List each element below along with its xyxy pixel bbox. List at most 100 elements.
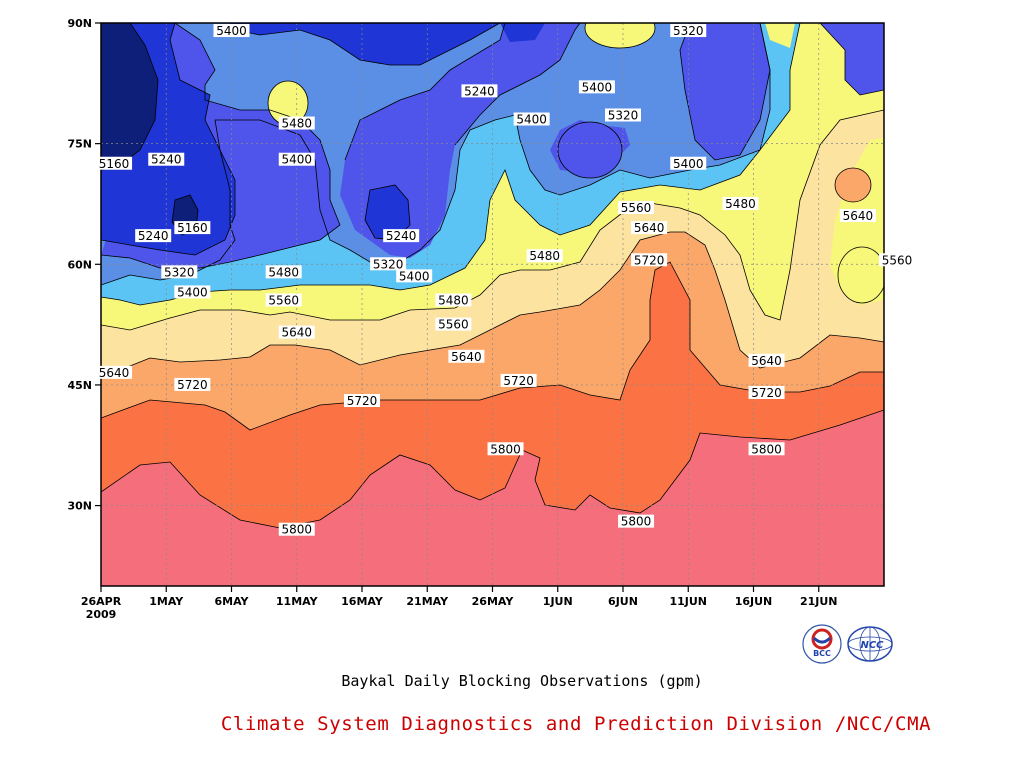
- x-tick-label: 26MAY: [472, 595, 515, 608]
- contour-label-box: [879, 253, 916, 267]
- contour-label-text: 5400: [399, 269, 430, 283]
- x-tick-label: 21MAY: [406, 595, 449, 608]
- contour-label-box: [265, 265, 302, 279]
- contour-label-text: 5320: [608, 108, 639, 122]
- contour-label: 5640: [278, 325, 315, 340]
- contour-label: 5720: [174, 377, 211, 392]
- contour-label-text: 5400: [516, 113, 547, 127]
- credit-line: Climate System Diagnostics and Predictio…: [220, 713, 932, 735]
- contour-label-box: [839, 209, 876, 223]
- contour-label-box: [174, 285, 211, 299]
- contour-label: 5240: [461, 84, 498, 98]
- contour-label-text: 5480: [268, 265, 299, 279]
- contour-label: 5480: [526, 249, 563, 263]
- contour-label-text: 5240: [138, 229, 169, 243]
- contour-label: 5320: [161, 265, 198, 279]
- contour-label-box: [278, 522, 315, 536]
- contour-label-box: [722, 196, 759, 210]
- contour-label-text: 5400: [177, 285, 208, 299]
- contour-label-text: 5800: [621, 515, 652, 529]
- contour-label-box: [370, 257, 407, 271]
- contour-label-text: 5240: [464, 84, 495, 98]
- contour-label-box: [174, 221, 211, 235]
- contour-label-box: [500, 373, 537, 387]
- contour-label-text: 5560: [438, 318, 469, 332]
- contour-label: 5480: [722, 196, 759, 211]
- x-tick-label: 21JUN: [800, 595, 838, 608]
- contour-label-box: [96, 365, 133, 379]
- contour-label-box: [748, 353, 785, 367]
- contour-label: 5720: [500, 373, 537, 388]
- x-tick-label: 26APR: [81, 595, 122, 608]
- contour-label: 5640: [748, 353, 785, 368]
- contour-label: 5720: [344, 394, 380, 408]
- contour-label: 5400: [670, 156, 707, 171]
- bcc-logo: BCC: [800, 622, 844, 666]
- high-5480-top-cell: [584, 23, 656, 49]
- contour-label-box: [278, 116, 315, 130]
- contour-label-box: [135, 229, 172, 243]
- contour-label: 5320: [370, 257, 407, 271]
- contour-label-box: [461, 84, 498, 98]
- contour-label-text: 5640: [281, 326, 312, 340]
- contour-label-box: [631, 221, 668, 235]
- contour-label: 5400: [513, 112, 550, 127]
- contour-label-box: [448, 349, 485, 363]
- contour-label-text: 5320: [373, 257, 404, 271]
- high-5560-cell: [837, 246, 884, 304]
- y-tick-label: 75N: [67, 138, 92, 151]
- bcc-logo-text: BCC: [813, 649, 831, 658]
- contour-label-text: 5640: [843, 209, 874, 223]
- x-tick-label: 2009: [86, 608, 117, 621]
- contour-label: 5560: [618, 200, 655, 215]
- contour-label-text: 5640: [451, 350, 482, 364]
- chart-caption: Baykal Daily Blocking Observations (gpm): [341, 672, 703, 690]
- contour-label-text: 5800: [281, 523, 312, 537]
- contour-label-text: 5400: [673, 157, 704, 171]
- band-5160-5240: [101, 23, 545, 255]
- contour-label-box: [513, 112, 550, 126]
- contour-label: 5560: [265, 293, 302, 307]
- x-tick-label: 16MAY: [341, 595, 384, 608]
- contour-label: 5560: [879, 253, 916, 267]
- contour-label: 5720: [631, 253, 668, 267]
- contour-label-box: [174, 377, 211, 391]
- contour-label-box: [96, 156, 133, 170]
- contour-label-box: [605, 108, 641, 122]
- contour-labels: 5400524053205400532054805400540054005160…: [96, 24, 916, 537]
- contour-label-box: [435, 293, 472, 307]
- contour-label-text: 5720: [634, 253, 665, 267]
- contour-label: 5800: [618, 514, 655, 529]
- contour-label-text: 5640: [634, 221, 665, 235]
- contour-label-text: 5800: [490, 442, 521, 456]
- contour-label-box: [161, 265, 198, 279]
- contour-label: 5240: [135, 229, 172, 243]
- contour-label-text: 5240: [386, 229, 417, 243]
- contour-label: 5560: [435, 317, 472, 332]
- contour-label-text: 5400: [281, 153, 312, 167]
- contour-label-text: 5720: [751, 386, 782, 400]
- y-tick-label: 30N: [67, 500, 92, 513]
- x-tick-label: 16JUN: [735, 595, 773, 608]
- contour-label-box: [148, 152, 185, 166]
- y-tick-label: 60N: [67, 258, 92, 271]
- x-tick-label: 6JUN: [608, 595, 638, 608]
- contour-label-box: [618, 200, 655, 214]
- contour-label-box: [670, 156, 707, 170]
- contour-label-text: 5400: [216, 24, 247, 38]
- contour-label-text: 5560: [268, 293, 299, 307]
- y-axis: 30N 45N 60N 75N 90N: [67, 17, 101, 513]
- contour-label: 5480: [265, 265, 302, 279]
- contour-label-text: 5160: [99, 157, 130, 171]
- x-tick-label: 6MAY: [214, 595, 249, 608]
- contour-label-box: [278, 325, 315, 339]
- contour-label: 5640: [96, 365, 133, 380]
- band-below-5160: [101, 23, 198, 235]
- contour-label: 5400: [278, 152, 315, 167]
- contour-label-box: [396, 269, 433, 283]
- contour-label-box: [265, 293, 302, 307]
- contour-label: 5160: [174, 221, 211, 235]
- contour-label-box: [344, 394, 380, 408]
- contour-label-text: 5400: [582, 80, 613, 94]
